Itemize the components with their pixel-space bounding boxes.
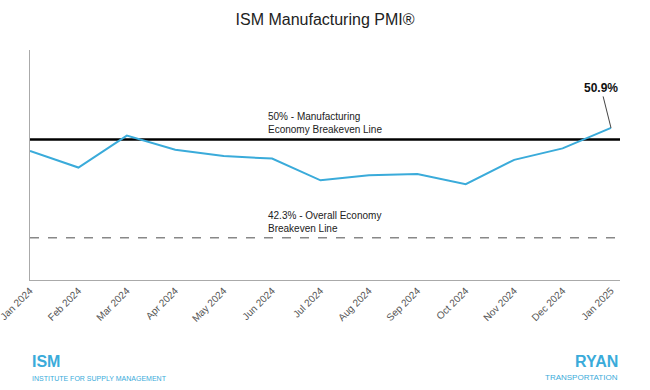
svg-text:Aug 2024: Aug 2024	[336, 285, 374, 323]
svg-text:Jan 2024: Jan 2024	[0, 285, 35, 322]
svg-text:ISM: ISM	[32, 353, 60, 370]
svg-text:50% - ManufacturingEconomy Bre: 50% - ManufacturingEconomy Breakeven Lin…	[268, 111, 382, 135]
svg-text:RYAN: RYAN	[575, 353, 618, 370]
svg-text:50.9%: 50.9%	[584, 81, 618, 95]
svg-text:Jul 2024: Jul 2024	[291, 285, 326, 320]
svg-text:Jan 2025: Jan 2025	[579, 285, 616, 322]
svg-text:ISM Manufacturing PMI®: ISM Manufacturing PMI®	[236, 11, 415, 28]
svg-text:Sep 2024: Sep 2024	[384, 285, 422, 323]
svg-text:Feb 2024: Feb 2024	[46, 285, 84, 323]
svg-text:INSTITUTE FOR SUPPLY MANAGEMEN: INSTITUTE FOR SUPPLY MANAGEMENT	[32, 375, 167, 382]
svg-text:Jun 2024: Jun 2024	[240, 285, 277, 322]
svg-text:Mar 2024: Mar 2024	[94, 285, 132, 323]
svg-text:Oct 2024: Oct 2024	[434, 285, 471, 322]
svg-text:Nov 2024: Nov 2024	[481, 285, 519, 323]
svg-text:May 2024: May 2024	[190, 285, 229, 324]
svg-text:Dec 2024: Dec 2024	[529, 285, 567, 323]
svg-text:TRANSPORTATION: TRANSPORTATION	[545, 373, 618, 382]
svg-text:42.3% - Overall EconomyBreakev: 42.3% - Overall EconomyBreakeven Line	[268, 210, 381, 234]
svg-text:Apr 2024: Apr 2024	[144, 285, 181, 322]
